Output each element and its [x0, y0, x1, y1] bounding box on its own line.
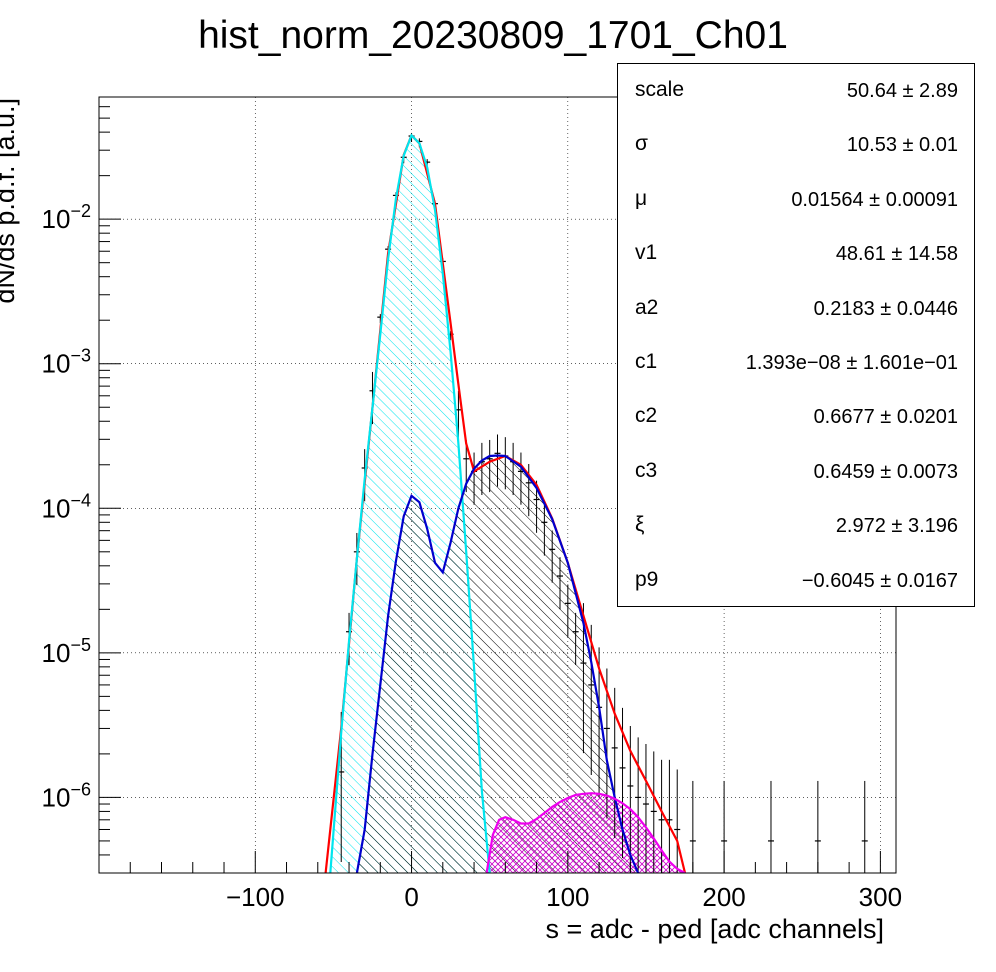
stat-name: c2 [635, 404, 658, 428]
stat-row: v1 48.61 ± 14.58 [618, 227, 974, 281]
x-tick-label: 0 [404, 882, 418, 912]
stat-name: p9 [635, 567, 659, 591]
stat-row: c1 1.393e−08 ± 1.601e−01 [618, 336, 974, 390]
x-tick-label: 200 [702, 882, 745, 912]
stat-value: 2.972 ± 3.196 [835, 515, 958, 538]
fit-statistics-box: scale 50.64 ± 2.89 σ 10.53 ± 0.01 μ 0.01564 ±… [617, 63, 975, 607]
stat-name: σ [635, 132, 648, 156]
stat-name: a2 [635, 295, 659, 319]
y-axis-label: dN/ds p.d.f. [a.u.] [0, 98, 20, 304]
y-tick-label: 10−4 [42, 490, 91, 523]
stat-value: 0.2183 ± 0.0446 [813, 297, 958, 320]
stat-name: c3 [635, 458, 658, 482]
stat-name: μ [635, 186, 648, 210]
stat-value: 48.61 ± 14.58 [835, 243, 958, 266]
x-tick-label: −100 [226, 882, 285, 912]
x-tick-label: 100 [546, 882, 589, 912]
1 p.e.-curve [355, 454, 640, 873]
stat-row: a2 0.2183 ± 0.0446 [618, 282, 974, 336]
stat-name: v1 [635, 241, 658, 265]
stat-name: c1 [635, 350, 658, 373]
axes: −100 0 100 200 300 10−6 10−5 10−4 10−3 10−2 [42, 96, 902, 912]
stat-row: μ 0.01564 ± 0.00091 [618, 173, 974, 227]
stat-row: p9 −0.6045 ± 0.0167 [618, 554, 974, 608]
stat-value: 0.01564 ± 0.00091 [791, 188, 958, 211]
stat-row: σ 10.53 ± 0.01 [618, 118, 974, 172]
stat-row: ξ 2.972 ± 3.196 [618, 499, 974, 553]
stat-value: 1.393e−08 ± 1.601e−01 [745, 352, 958, 374]
stat-value: 0.6459 ± 0.0073 [813, 460, 958, 483]
stat-name: ξ [635, 513, 645, 537]
y-tick-label: 10−2 [42, 201, 91, 234]
stat-value: −0.6045 ± 0.0167 [801, 569, 958, 592]
2 p.e.-area [486, 793, 686, 873]
2 p.e.-curve [485, 792, 686, 873]
x-axis-label: s = adc - ped [adc channels] [546, 914, 884, 944]
y-tick-label: 10−6 [42, 779, 91, 812]
y-tick-label: 10−3 [42, 346, 91, 379]
plot-area [324, 132, 868, 873]
stat-value: 50.64 ± 2.89 [846, 80, 958, 102]
pedestal-curve [329, 133, 491, 873]
x-tick-label: 300 [859, 882, 902, 912]
stat-row: c2 0.6677 ± 0.0201 [618, 390, 974, 444]
stat-row: c3 0.6459 ± 0.0073 [618, 445, 974, 499]
y-tick-label: 10−5 [42, 635, 91, 668]
1 p.e.-area [356, 455, 639, 873]
stat-value: 10.53 ± 0.01 [846, 134, 958, 157]
chart-title: hist_norm_20230809_1701_Ch01 [198, 14, 788, 57]
stat-value: 0.6677 ± 0.0201 [813, 406, 958, 429]
stat-row: scale 50.64 ± 2.89 [618, 64, 974, 118]
stat-name: scale [635, 78, 685, 101]
